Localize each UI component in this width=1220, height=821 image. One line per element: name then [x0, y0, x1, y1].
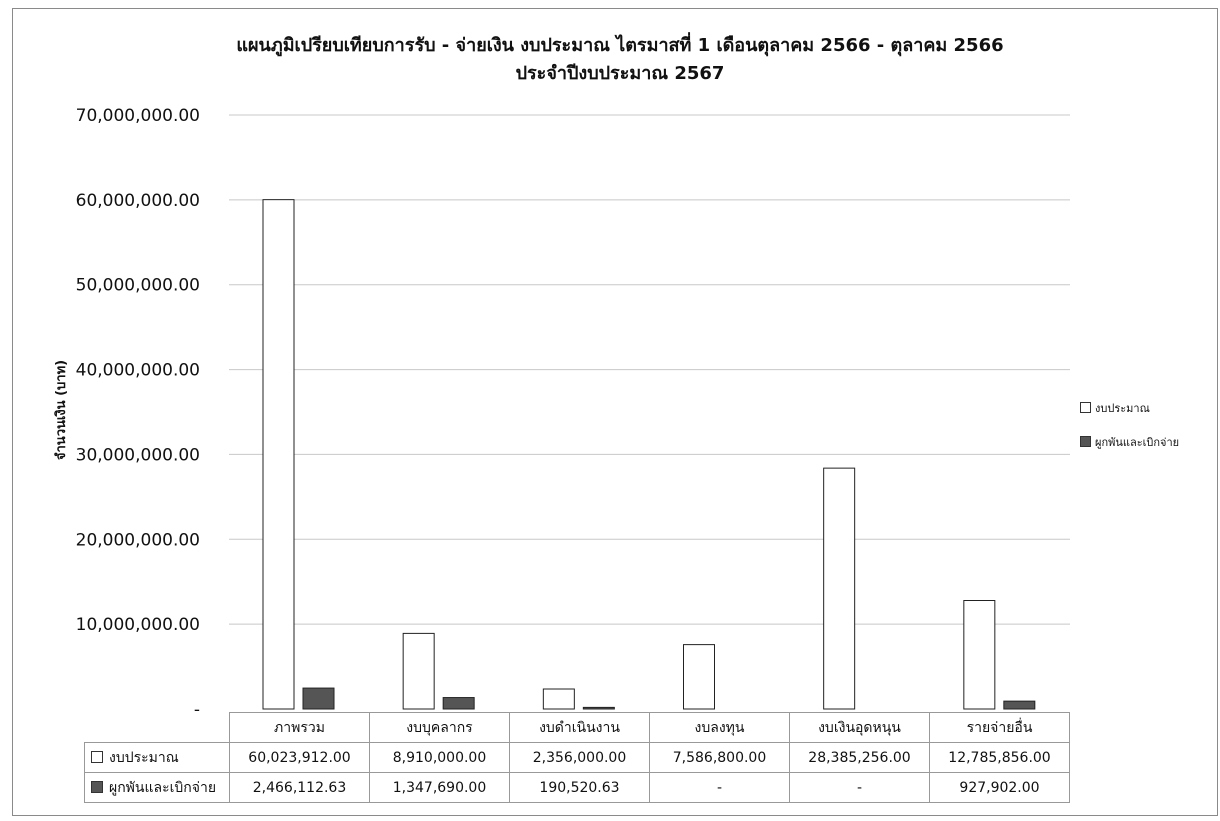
y-tick-label: 10,000,000.00	[76, 615, 200, 635]
category-label: งบเงินอุดหนุน	[789, 712, 930, 743]
data-table-row-spent: ผูกพันและเบิกจ่าย 2,466,112.63 1,347,690…	[84, 772, 1070, 803]
legend-label-budget: งบประมาณ	[1095, 402, 1150, 415]
legend-swatch-budget	[1080, 402, 1091, 413]
bar-spent	[302, 687, 335, 710]
legend-item-spent: ผูกพันและเบิกจ่าย	[1080, 433, 1179, 451]
data-label: 2,356,000.00	[509, 742, 650, 773]
legend-label-spent: ผูกพันและเบิกจ่าย	[1095, 436, 1180, 449]
row-header-label: ผูกพันและเบิกจ่าย	[109, 779, 217, 796]
legend-item-budget: งบประมาณ	[1080, 399, 1150, 417]
y-tick-label: -	[194, 700, 200, 720]
data-label: 7,586,800.00	[649, 742, 790, 773]
bar-budget	[683, 644, 715, 710]
legend-swatch-spent	[1080, 436, 1091, 447]
category-label: งบบุคลากร	[369, 712, 510, 743]
row-header-label: งบประมาณ	[109, 749, 179, 766]
bar-spent	[442, 697, 475, 710]
y-tick-label: 50,000,000.00	[76, 276, 200, 296]
bar-budget	[402, 632, 435, 710]
data-label: 12,785,856.00	[929, 742, 1070, 773]
bar-budget	[542, 688, 575, 710]
row-swatch-budget	[91, 750, 103, 763]
bar-budget	[963, 600, 996, 710]
data-label: 28,385,256.00	[789, 742, 930, 773]
chart-title: แผนภูมิเปรียบเทียบการรับ - จ่ายเงิน งบปร…	[236, 35, 1004, 56]
data-label: -	[789, 772, 930, 803]
data-label: 1,347,690.00	[369, 772, 510, 803]
bar-budget	[823, 467, 856, 710]
bar-spent	[582, 706, 615, 710]
data-label: 60,023,912.00	[229, 742, 370, 773]
chart-subtitle: ประจำปีงบประมาณ 2567	[515, 63, 725, 84]
data-table-corner	[85, 713, 230, 743]
data-label: 8,910,000.00	[369, 742, 510, 773]
bar-spent	[1003, 700, 1036, 710]
bar-budget	[262, 199, 295, 710]
row-swatch-spent	[91, 780, 103, 793]
data-table: ภาพรวม งบบุคลากร งบดำเนินงาน งบลงทุน งบเ…	[84, 712, 1070, 803]
data-label: 190,520.63	[509, 772, 650, 803]
data-label: -	[649, 772, 790, 803]
y-tick-label: 30,000,000.00	[76, 445, 200, 465]
chart-frame	[12, 8, 1218, 816]
category-label: ภาพรวม	[229, 712, 370, 743]
row-header-spent: ผูกพันและเบิกจ่าย	[84, 772, 230, 803]
category-label: รายจ่ายอื่น	[929, 712, 1070, 743]
row-header-budget: งบประมาณ	[84, 742, 230, 773]
y-tick-label: 60,000,000.00	[76, 191, 200, 211]
y-tick-label: 40,000,000.00	[76, 361, 200, 381]
data-label: 2,466,112.63	[229, 772, 370, 803]
data-table-header-row: ภาพรวม งบบุคลากร งบดำเนินงาน งบลงทุน งบเ…	[85, 712, 1070, 743]
data-label: 927,902.00	[929, 772, 1070, 803]
data-table-row-budget: งบประมาณ 60,023,912.00 8,910,000.00 2,35…	[84, 742, 1070, 773]
y-tick-label: 20,000,000.00	[76, 530, 200, 550]
category-label: งบดำเนินงาน	[509, 712, 650, 743]
category-label: งบลงทุน	[649, 712, 790, 743]
y-tick-label: 70,000,000.00	[76, 106, 200, 126]
